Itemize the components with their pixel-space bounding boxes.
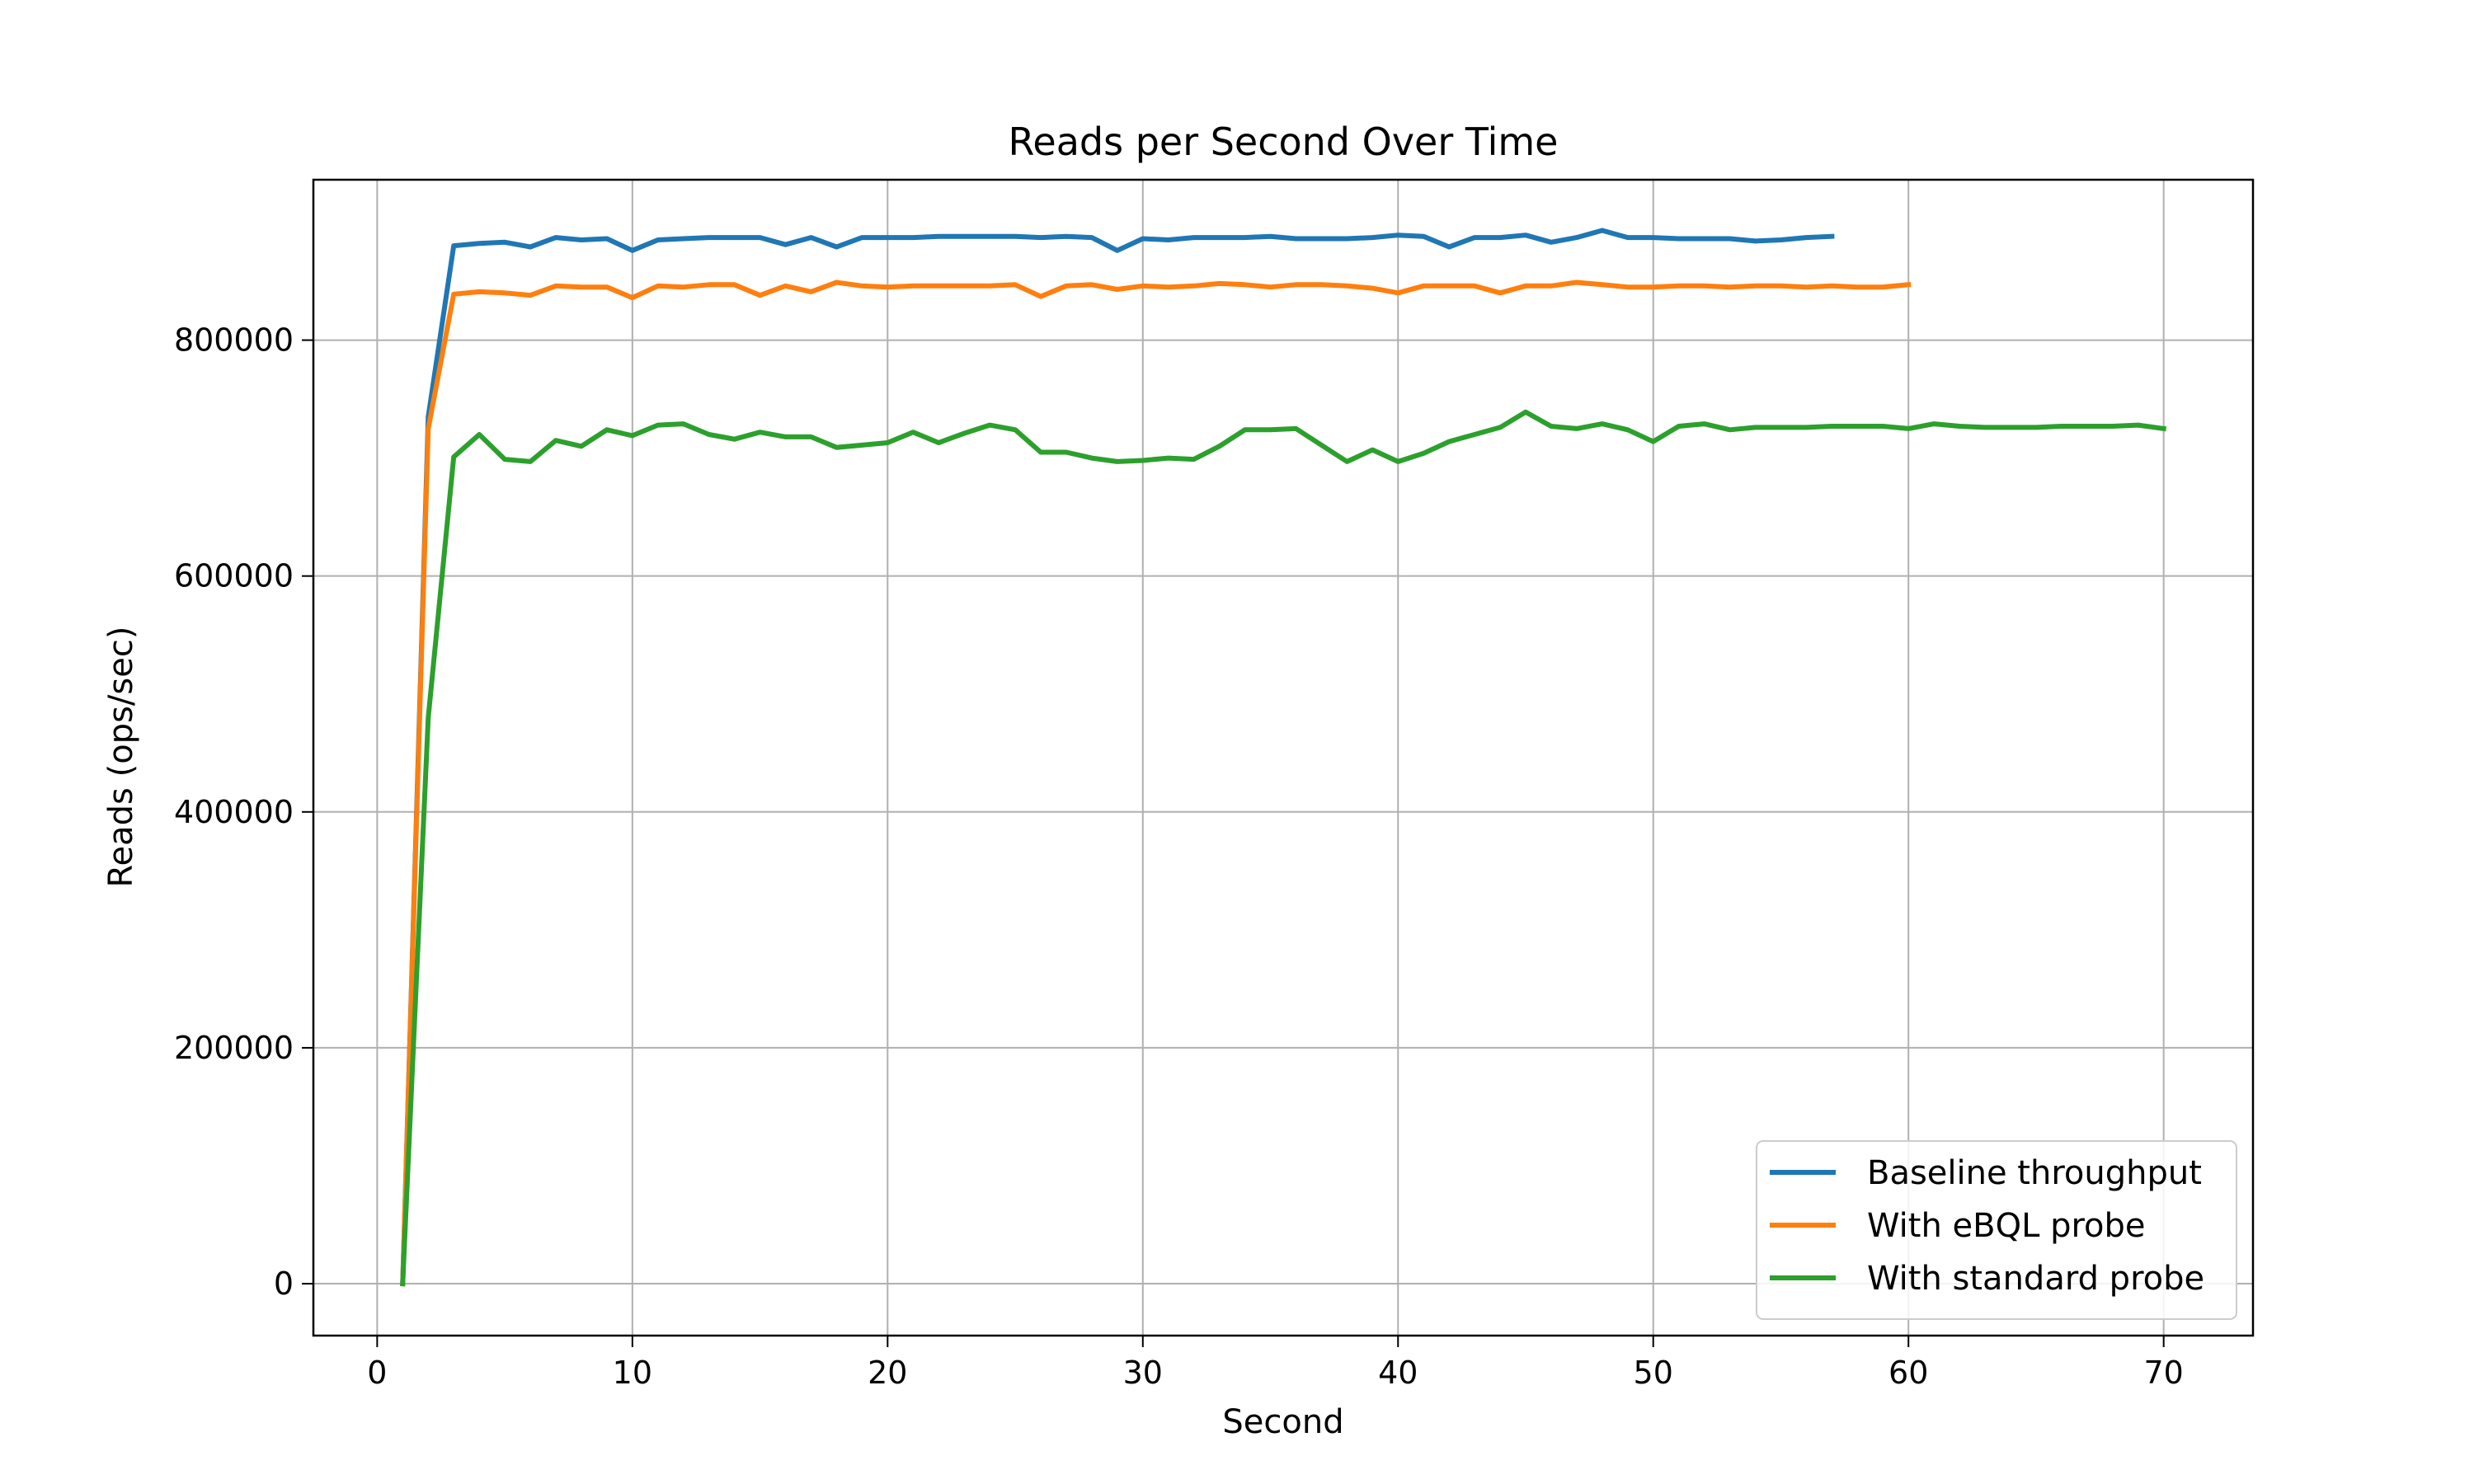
legend: Baseline throughput With eBQL probe With s… <box>1756 1140 2237 1320</box>
series-lines <box>400 228 2167 1287</box>
x-tick-label: 20 <box>868 1355 907 1391</box>
x-tick-label: 70 <box>2144 1355 2184 1391</box>
y-tick-label: 400000 <box>174 794 294 830</box>
series-line-3 <box>400 409 2167 1287</box>
y-tick-label: 800000 <box>174 322 294 359</box>
x-axis-label: Second <box>1222 1403 1343 1441</box>
plot-frame <box>312 178 2255 1337</box>
series-line-1 <box>400 228 1835 1287</box>
series-line-2 <box>400 279 1912 1287</box>
y-tick-label: 600000 <box>174 558 294 594</box>
grid-lines <box>313 180 2253 1336</box>
legend-box <box>1756 1140 2237 1320</box>
x-tick-label: 50 <box>1634 1355 1673 1391</box>
y-tick-label: 200000 <box>174 1030 294 1066</box>
legend-label: With eBQL probe <box>1867 1207 2146 1245</box>
x-tick-label: 0 <box>367 1355 387 1391</box>
x-tick-label: 40 <box>1378 1355 1418 1391</box>
legend-label: Baseline throughput <box>1867 1154 2202 1192</box>
chart-title: Reads per Second Over Time <box>1009 120 1559 164</box>
legend-label: With standard probe <box>1867 1260 2204 1298</box>
y-tick-label: 0 <box>274 1266 294 1302</box>
x-tick-label: 10 <box>613 1355 652 1391</box>
x-tick-label: 60 <box>1888 1355 1928 1391</box>
axis-ticks: 0 10 20 30 40 50 60 70 0 200000 400000 600000 800000 <box>174 322 2184 1391</box>
x-tick-label: 30 <box>1123 1355 1163 1391</box>
y-axis-label: Reads (ops/sec) <box>102 627 140 888</box>
